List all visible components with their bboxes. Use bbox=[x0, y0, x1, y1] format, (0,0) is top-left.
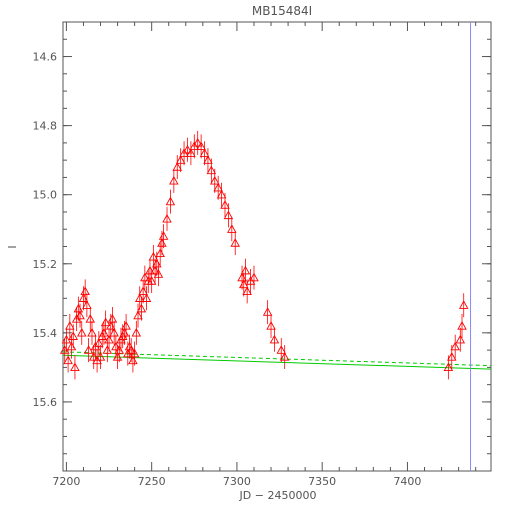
data-point bbox=[75, 310, 85, 320]
data-point bbox=[262, 307, 273, 316]
data-point bbox=[223, 210, 234, 220]
data-point bbox=[279, 352, 290, 361]
data-point bbox=[136, 303, 147, 313]
data-point bbox=[80, 286, 90, 296]
data-point bbox=[158, 231, 169, 240]
data-point bbox=[104, 334, 114, 344]
data-point bbox=[121, 321, 131, 330]
data-point bbox=[153, 269, 164, 278]
y-tick-label: 15.2 bbox=[33, 258, 58, 271]
y-axis-label: I bbox=[6, 245, 19, 248]
data-point bbox=[240, 265, 251, 275]
y-axis: 14.6 14.8 15.0 15.2 15.4 15.6 bbox=[33, 38, 491, 455]
x-tick-label: 7400 bbox=[393, 475, 421, 488]
data-point bbox=[94, 338, 104, 347]
data-point bbox=[249, 272, 259, 282]
x-axis-label: JD − 2450000 bbox=[239, 489, 317, 502]
data-point bbox=[455, 334, 466, 344]
data-point bbox=[450, 341, 460, 351]
x-tick-label: 7300 bbox=[223, 475, 251, 488]
data-point bbox=[196, 141, 206, 150]
data-point bbox=[82, 300, 92, 309]
data-point bbox=[107, 314, 118, 323]
data-point bbox=[182, 144, 193, 154]
chart-title: MB15484I bbox=[252, 4, 312, 18]
data-point bbox=[140, 272, 150, 282]
data-point bbox=[443, 362, 454, 372]
data-point bbox=[87, 327, 97, 337]
data-point bbox=[447, 352, 457, 361]
data-point bbox=[68, 331, 78, 340]
data-point bbox=[65, 321, 75, 330]
data-point bbox=[131, 327, 142, 337]
data-point bbox=[146, 276, 157, 285]
data-point bbox=[203, 155, 213, 164]
data-point bbox=[138, 286, 148, 296]
data-point bbox=[172, 162, 183, 171]
y-tick-label: 15.6 bbox=[33, 396, 58, 409]
data-point bbox=[186, 148, 196, 157]
data-point bbox=[61, 334, 72, 344]
data-point bbox=[230, 238, 240, 247]
data-point bbox=[63, 355, 73, 365]
data-point bbox=[162, 213, 172, 223]
data-point bbox=[457, 321, 467, 330]
x-tick-label: 7250 bbox=[138, 475, 166, 488]
x-axis: 7200 7250 7300 7350 7400 bbox=[52, 22, 477, 488]
data-point bbox=[192, 137, 203, 147]
data-point bbox=[216, 189, 227, 199]
data-series bbox=[59, 130, 469, 380]
data-point bbox=[83, 345, 94, 354]
data-point bbox=[266, 321, 276, 330]
data-point bbox=[148, 251, 159, 261]
data-point bbox=[76, 327, 87, 337]
data-point bbox=[238, 279, 249, 289]
baseline-solid bbox=[62, 354, 492, 370]
data-point bbox=[141, 293, 152, 302]
x-tick-label: 7200 bbox=[52, 475, 80, 488]
data-point bbox=[458, 300, 469, 309]
data-point bbox=[213, 182, 223, 192]
baseline-dashed bbox=[62, 351, 492, 367]
data-point bbox=[85, 314, 96, 323]
data-point bbox=[169, 175, 179, 185]
data-point bbox=[206, 165, 217, 175]
data-point bbox=[70, 362, 80, 372]
y-tick-label: 15.4 bbox=[33, 327, 58, 340]
data-point bbox=[165, 196, 176, 206]
data-point bbox=[269, 334, 280, 344]
y-tick-label: 14.6 bbox=[33, 51, 58, 64]
data-point bbox=[175, 155, 186, 164]
data-point bbox=[133, 310, 143, 320]
x-tick-label: 7350 bbox=[308, 475, 336, 488]
plot-frame bbox=[62, 21, 492, 472]
data-point bbox=[276, 345, 287, 354]
data-point bbox=[95, 352, 106, 361]
data-point bbox=[209, 175, 220, 185]
y-tick-label: 14.8 bbox=[33, 120, 58, 133]
data-point bbox=[199, 148, 210, 157]
baseline-fit-lines bbox=[62, 351, 492, 370]
data-point bbox=[129, 348, 140, 358]
data-point bbox=[242, 286, 252, 296]
data-point bbox=[109, 327, 119, 337]
data-point bbox=[227, 224, 237, 233]
data-point bbox=[100, 317, 111, 327]
data-point bbox=[220, 200, 230, 209]
y-tick-label: 15.0 bbox=[33, 189, 58, 202]
